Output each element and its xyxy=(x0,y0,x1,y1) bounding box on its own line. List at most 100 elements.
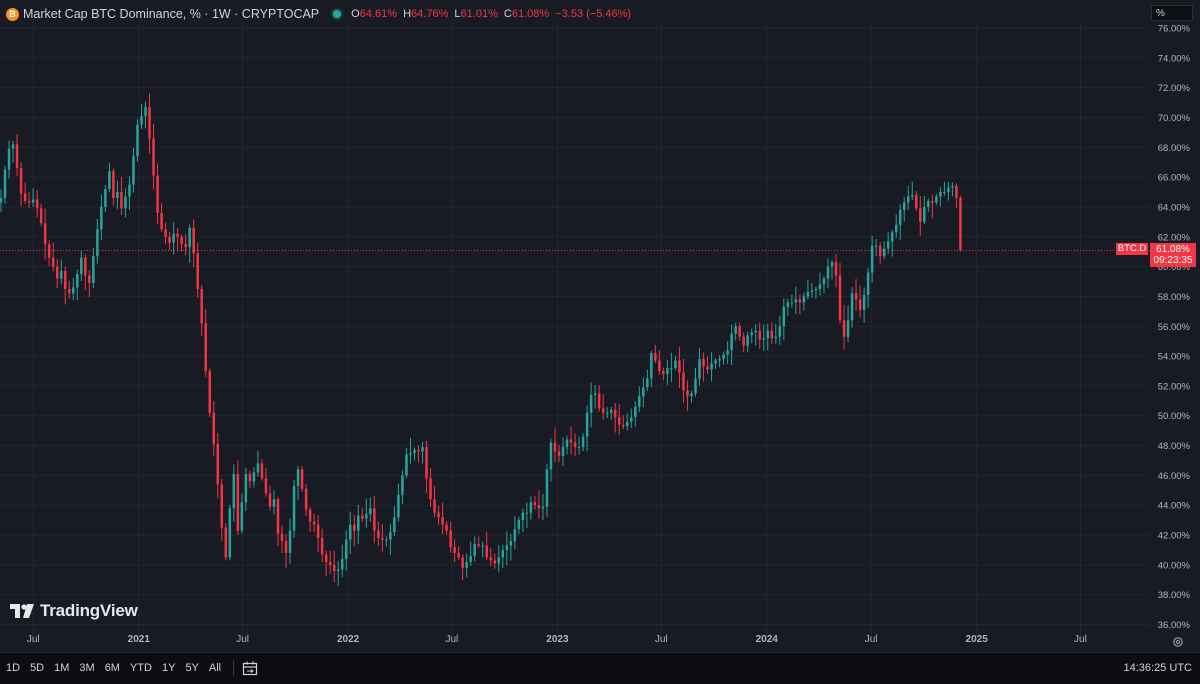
range-5y-button[interactable]: 5Y xyxy=(185,662,199,674)
candle-body xyxy=(545,469,549,507)
candle-body xyxy=(172,233,175,243)
clock-time[interactable]: 14:36:25 UTC xyxy=(1123,662,1192,674)
candle-body xyxy=(654,353,657,361)
candle-body xyxy=(806,291,810,297)
candle-body xyxy=(433,499,436,513)
candle-body xyxy=(730,333,733,351)
candle-body xyxy=(830,262,834,267)
candle-body xyxy=(702,359,705,367)
candle-body xyxy=(176,233,179,237)
logo-text: TradingView xyxy=(40,601,138,620)
x-axis[interactable]: Jul 2021 Jul 2022 Jul 2023 Jul 2024 Jul 2025 Jul xyxy=(27,634,1087,645)
ohlc-high-label: H xyxy=(403,8,412,20)
candle-body xyxy=(686,390,689,397)
market-status-dot[interactable] xyxy=(333,10,342,18)
range-selector: 1D 5D 1M 3M 6M YTD 1Y 5Y All xyxy=(6,653,258,683)
last-price-value: 61.08% xyxy=(1156,244,1190,255)
y-tick-label: 44.00% xyxy=(1158,501,1191,512)
candle-body xyxy=(762,338,765,340)
candle-body xyxy=(798,299,802,303)
range-all-button[interactable]: All xyxy=(208,662,222,674)
range-1y-button[interactable]: 1Y xyxy=(161,662,176,674)
candle-body xyxy=(826,266,830,279)
ohlc-close-value: 61.08% xyxy=(511,8,550,20)
candle-body xyxy=(417,450,420,452)
calendar-range-icon[interactable] xyxy=(242,661,258,676)
y-tick-label: 64.00% xyxy=(1158,202,1191,213)
candle-body xyxy=(493,560,497,564)
candle-body xyxy=(296,469,300,486)
candle-body xyxy=(188,227,191,248)
symbol-tag: BTC.D xyxy=(1116,243,1148,255)
range-ytd-button[interactable]: YTD xyxy=(129,662,152,674)
x-tick-label: 2021 xyxy=(128,634,151,645)
gear-icon[interactable] xyxy=(1172,636,1184,648)
candle-body xyxy=(670,368,673,370)
price-chart[interactable]: 76.00% 74.00% 72.00% 70.00% 68.00% 66.00% 64.0… xyxy=(0,0,1200,652)
candle-body xyxy=(626,421,629,427)
range-3m-button[interactable]: 3M xyxy=(79,662,95,674)
candle-body xyxy=(605,412,609,414)
range-1m-button[interactable]: 1M xyxy=(54,662,70,674)
range-1d-button[interactable]: 1D xyxy=(6,662,21,674)
candle-body xyxy=(445,524,448,531)
y-tick-label: 60.00% xyxy=(1158,262,1191,273)
candle-body xyxy=(469,555,472,562)
candle-body xyxy=(152,138,155,176)
candle-body xyxy=(854,293,858,300)
candle-body xyxy=(336,569,340,571)
candle-body xyxy=(513,529,517,542)
candle-body xyxy=(786,302,790,307)
candle-body xyxy=(425,447,428,479)
candle-body xyxy=(72,287,75,294)
candle-body xyxy=(248,473,252,482)
x-tick-label: Jul xyxy=(27,634,40,645)
candle-body xyxy=(927,200,930,207)
candle-body xyxy=(136,124,139,157)
unit-selector[interactable]: % xyxy=(1151,5,1193,21)
y-tick-label: 52.00% xyxy=(1158,381,1191,392)
candle-body xyxy=(577,447,581,449)
symbol-title[interactable]: Market Cap BTC Dominance, % · 1W · CRYPT… xyxy=(23,7,320,21)
candle-body xyxy=(541,506,545,509)
range-5d-button[interactable]: 5D xyxy=(30,662,45,674)
y-tick-label: 58.00% xyxy=(1158,292,1191,303)
candle-body xyxy=(770,330,774,339)
candle-body xyxy=(401,475,404,495)
candle-body xyxy=(790,302,794,304)
bitcoin-icon: B xyxy=(6,7,19,21)
candle-body xyxy=(738,326,741,337)
candle-body xyxy=(814,288,818,291)
candle-body xyxy=(866,272,870,295)
candle-body xyxy=(613,409,617,418)
candlestick-series xyxy=(0,93,962,587)
candle-body xyxy=(35,199,39,209)
candle-body xyxy=(120,192,123,209)
candle-body xyxy=(308,509,312,522)
candle-body xyxy=(754,330,757,333)
candle-body xyxy=(907,196,910,203)
candle-body xyxy=(212,412,216,445)
candle-body xyxy=(947,187,950,193)
tradingview-logo[interactable]: TradingView xyxy=(10,601,138,621)
candle-body xyxy=(7,148,11,170)
range-6m-button[interactable]: 6M xyxy=(104,662,120,674)
candle-body xyxy=(88,275,91,284)
candle-body xyxy=(393,517,396,533)
candle-body xyxy=(108,171,111,190)
candle-body xyxy=(51,257,55,267)
candle-body xyxy=(349,524,352,540)
candle-body xyxy=(533,502,537,506)
candle-body xyxy=(774,336,778,339)
candle-body xyxy=(931,200,934,203)
candle-body xyxy=(357,515,360,531)
candle-body xyxy=(750,332,753,336)
candle-body xyxy=(128,184,131,197)
bottom-toolbar: 1D 5D 1M 3M 6M YTD 1Y 5Y All 14:36:25 UT… xyxy=(0,652,1200,684)
y-axis[interactable]: 76.00% 74.00% 72.00% 70.00% 68.00% 66.00% 64.0… xyxy=(1158,23,1191,631)
candle-body xyxy=(886,241,890,249)
y-tick-label: 76.00% xyxy=(1158,23,1191,34)
candle-body xyxy=(59,271,63,279)
candle-body xyxy=(11,144,15,149)
candle-body xyxy=(232,473,236,509)
